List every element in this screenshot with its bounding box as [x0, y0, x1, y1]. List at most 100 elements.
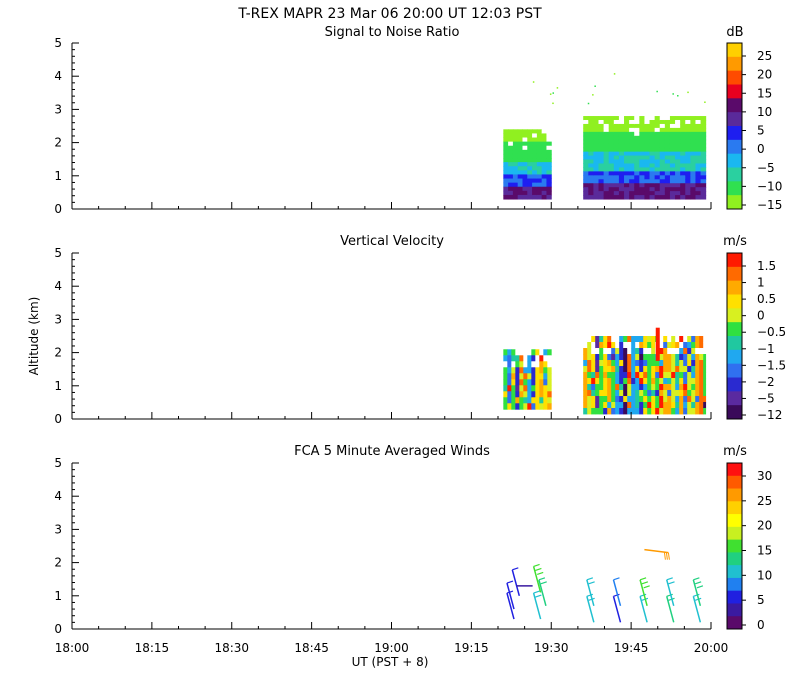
velocity-cell	[691, 402, 696, 409]
snr-cell	[508, 149, 514, 155]
snr-cell	[536, 190, 543, 196]
velocity-cell	[583, 402, 588, 409]
y-tick-label: 2	[54, 556, 62, 570]
velocity-cell	[647, 342, 652, 349]
velocity-cell	[635, 396, 640, 403]
velocity-cell	[627, 336, 632, 343]
snr-cell	[664, 155, 671, 161]
velocity-cell	[615, 360, 620, 367]
snr-cell	[588, 179, 594, 184]
snr-cell	[629, 139, 635, 145]
snr-cell	[690, 187, 696, 192]
velocity-cell	[515, 373, 520, 380]
velocity-cell	[703, 366, 707, 373]
snr-cell	[598, 191, 605, 196]
velocity-cell	[583, 372, 588, 379]
velocity-cell	[531, 391, 536, 398]
snr-cell	[603, 116, 610, 121]
snr-speck	[677, 95, 679, 97]
velocity-cell	[503, 379, 508, 386]
velocity-cell	[695, 342, 700, 349]
snr-cell	[649, 135, 656, 141]
velocity-cell	[687, 372, 692, 379]
velocity-cell	[671, 390, 676, 397]
velocity-cell	[687, 342, 692, 349]
velocity-cell	[619, 396, 624, 403]
snr-cell	[680, 171, 686, 176]
snr-cell	[508, 178, 514, 184]
snr-cell	[546, 149, 552, 155]
snr-cell	[608, 131, 615, 137]
snr-cell	[659, 163, 666, 168]
snr-cell	[527, 145, 533, 151]
snr-cell	[685, 191, 691, 196]
velocity-cell	[611, 354, 616, 361]
velocity-cell	[699, 336, 704, 343]
velocity-cell	[643, 336, 648, 343]
colorbar-swatch	[727, 139, 742, 155]
snr-cell	[685, 195, 691, 200]
snr-cell	[629, 116, 635, 121]
snr-cell	[546, 190, 552, 196]
snr-cell	[608, 127, 615, 133]
snr-cell	[608, 119, 615, 125]
snr-cell	[644, 183, 651, 188]
velocity-cell	[599, 342, 604, 349]
velocity-cell	[607, 354, 612, 361]
snr-cell	[669, 116, 676, 121]
snr-cell	[700, 155, 707, 161]
snr-cell	[629, 123, 635, 129]
snr-cell	[664, 135, 671, 141]
colorbar-swatch	[727, 377, 742, 392]
velocity-cell	[587, 354, 592, 361]
snr-cell	[649, 179, 656, 184]
velocity-cell	[635, 378, 640, 385]
velocity-cell	[651, 390, 656, 397]
snr-cell	[527, 190, 533, 196]
velocity-cell	[615, 378, 620, 385]
colorbar-frame	[726, 462, 743, 630]
snr-cell	[522, 194, 528, 200]
velocity-cell	[699, 396, 704, 403]
snr-cell	[624, 127, 630, 133]
velocity-cell	[699, 342, 704, 349]
snr-cell	[546, 162, 552, 167]
snr-cell	[508, 137, 514, 143]
snr-cell	[680, 167, 686, 172]
snr-cell	[588, 187, 594, 192]
colorbar-swatch	[727, 463, 742, 477]
snr-cell	[541, 162, 547, 167]
snr-cell	[512, 129, 519, 134]
snr-cell	[700, 167, 707, 172]
wind-barb	[639, 577, 650, 606]
velocity-cell	[659, 378, 664, 385]
snr-cell	[598, 195, 605, 200]
velocity-cell	[647, 354, 652, 361]
colorbar-swatch	[727, 603, 742, 617]
velocity-cell	[547, 349, 552, 356]
snr-cell	[532, 137, 538, 143]
velocity-cell	[695, 378, 700, 385]
snr-cell	[608, 171, 615, 176]
wind-barb	[506, 580, 515, 610]
snr-cell	[664, 175, 671, 180]
snr-cell	[536, 170, 543, 175]
colorbar-swatch	[727, 195, 742, 210]
snr-cell	[695, 143, 702, 149]
snr-cell	[593, 191, 600, 196]
snr-cell	[503, 137, 509, 143]
x-tick-label: 20:00	[694, 641, 729, 655]
velocity-cell	[691, 372, 696, 379]
snr-cell	[541, 153, 547, 159]
velocity-cell	[691, 366, 696, 373]
velocity-cell	[679, 336, 684, 343]
velocity-cell	[547, 385, 552, 392]
velocity-cell	[671, 402, 676, 409]
snr-cell	[700, 116, 707, 121]
snr-cell	[664, 151, 671, 157]
velocity-cell	[659, 408, 664, 415]
velocity-cell	[667, 348, 672, 355]
velocity-cell	[587, 390, 592, 397]
velocity-cell	[511, 361, 516, 368]
wind-barb	[532, 590, 542, 620]
